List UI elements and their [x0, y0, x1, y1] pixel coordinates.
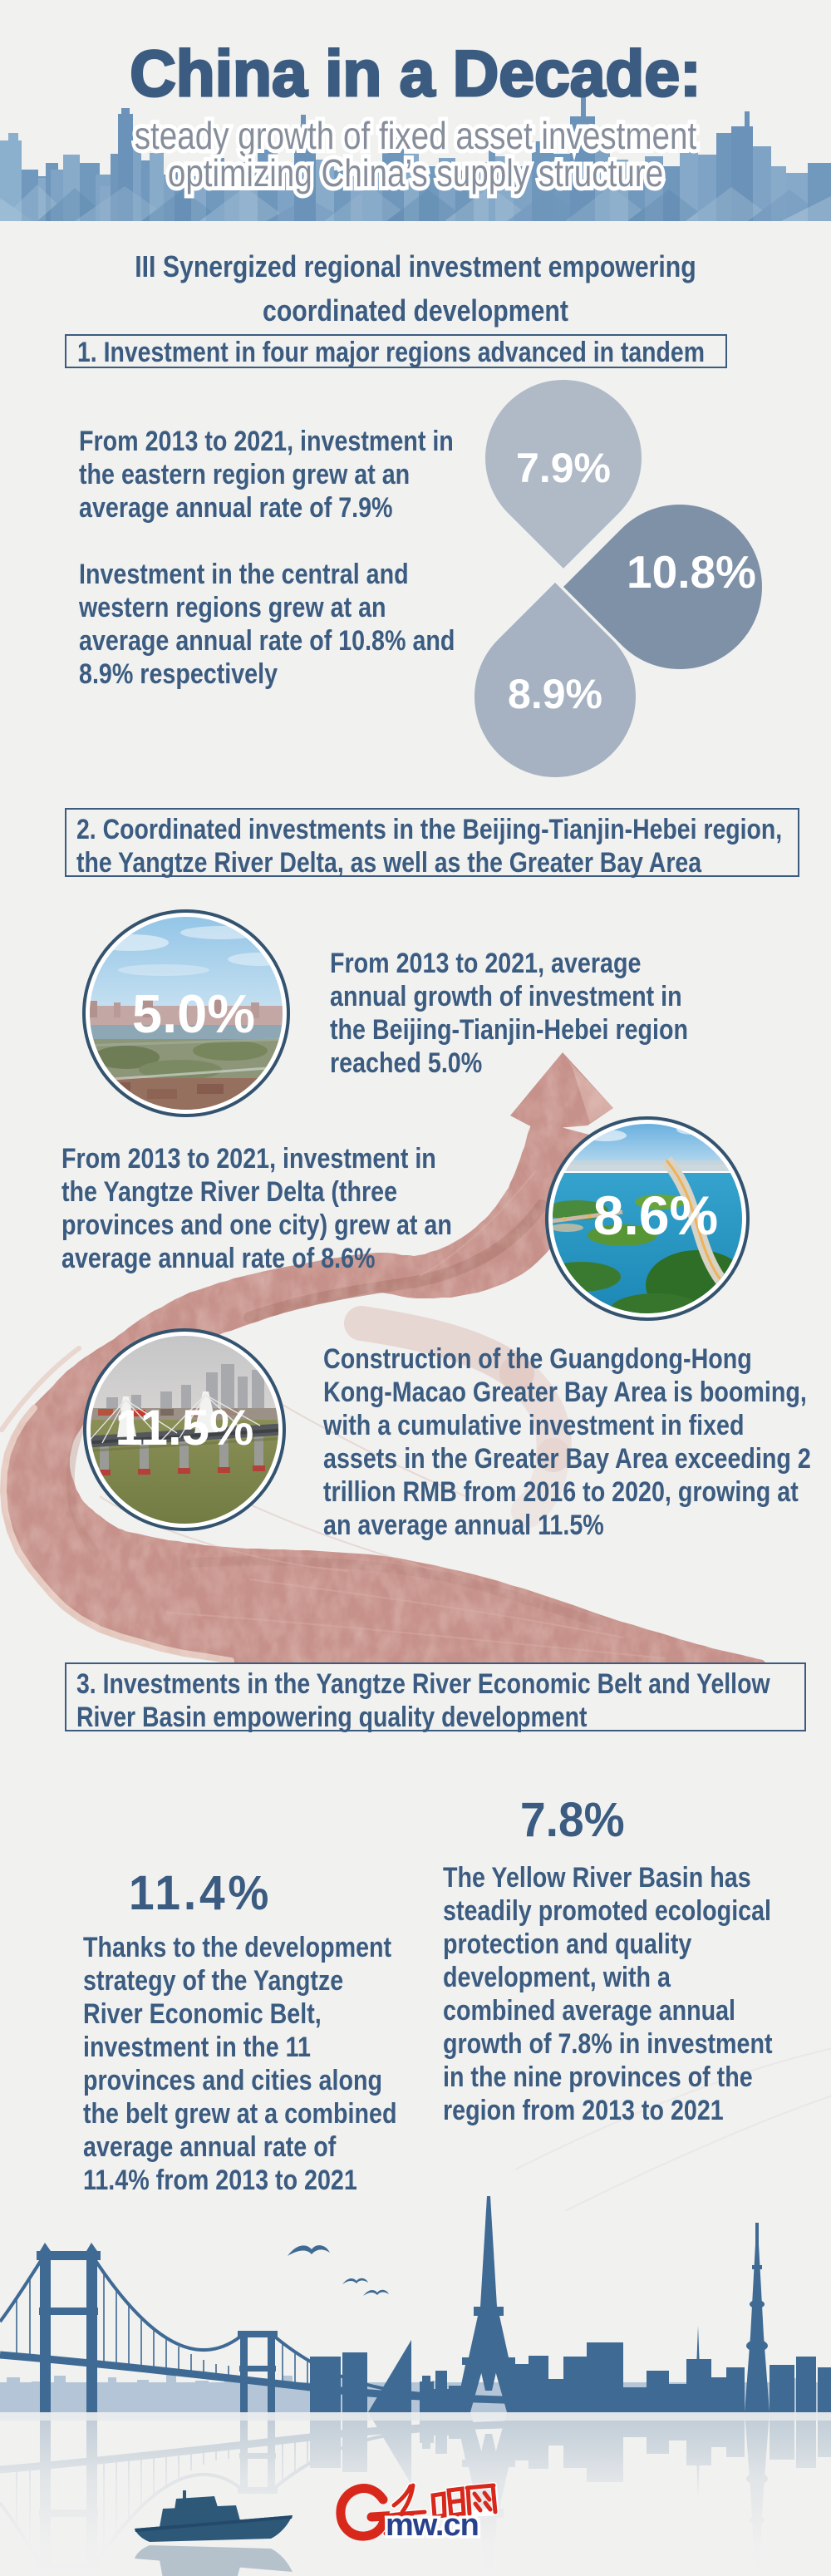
- svg-text:mw.cn: mw.cn: [386, 2508, 479, 2543]
